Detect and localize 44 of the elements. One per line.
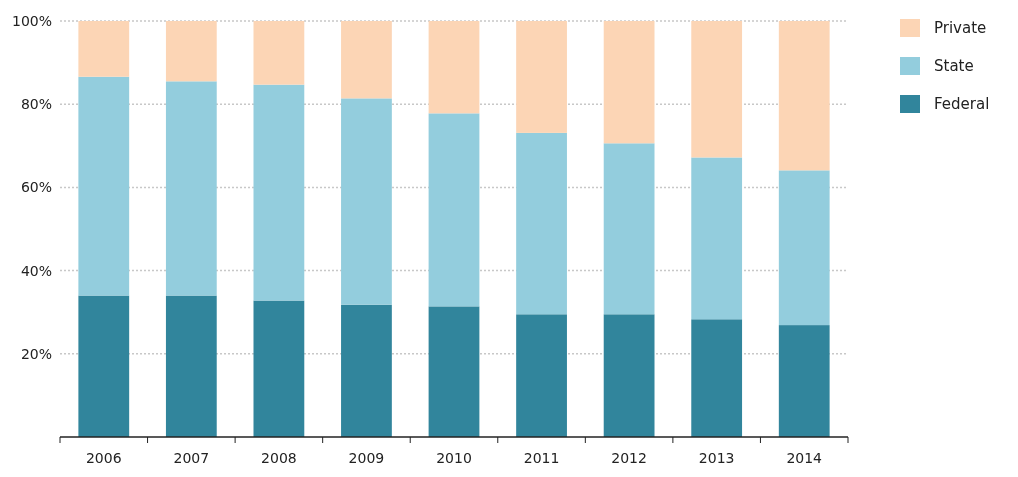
x-tick-label: 2010: [436, 450, 472, 466]
bar: [165, 295, 217, 437]
x-tick-label: 2008: [261, 450, 297, 466]
bar: [603, 314, 655, 437]
legend-label: Federal: [934, 95, 990, 114]
bar: [253, 21, 305, 85]
x-tick-label: 2011: [523, 450, 560, 466]
bar: [78, 76, 130, 296]
bar: [516, 314, 567, 437]
legend-label: State: [934, 57, 974, 76]
bar: [253, 84, 305, 301]
bar: [691, 21, 743, 158]
bar: [341, 304, 392, 437]
y-tick-label: 40%: [20, 262, 52, 279]
bar: [341, 98, 392, 305]
bar: [603, 21, 655, 144]
y-tick-label: 100%: [11, 12, 52, 29]
bar: [778, 325, 830, 437]
bar: [341, 21, 392, 99]
bar: [691, 319, 743, 437]
x-tick-label: 2012: [611, 450, 647, 466]
bar: [778, 21, 830, 171]
x-tick-label: 2013: [698, 450, 735, 466]
bar: [78, 295, 130, 437]
x-tick-label: 2007: [173, 450, 210, 466]
bar: [253, 300, 305, 437]
bar: [78, 21, 130, 77]
y-tick-label: 80%: [20, 96, 52, 113]
bar: [603, 143, 655, 315]
x-tick-label: 2014: [786, 450, 823, 466]
bar: [428, 306, 480, 437]
y-tick-label: 20%: [20, 345, 52, 362]
bar: [516, 21, 567, 133]
bar: [165, 81, 217, 296]
x-tick-label: 2009: [348, 450, 385, 466]
bar: [428, 113, 480, 307]
bar: [428, 21, 480, 114]
legend-label: Private: [934, 19, 987, 38]
x-tick-label: 2006: [85, 450, 122, 466]
bar: [165, 21, 217, 82]
y-tick-label: 60%: [20, 179, 52, 196]
bar: [778, 170, 830, 326]
bar: [691, 157, 743, 320]
bar: [516, 132, 567, 315]
